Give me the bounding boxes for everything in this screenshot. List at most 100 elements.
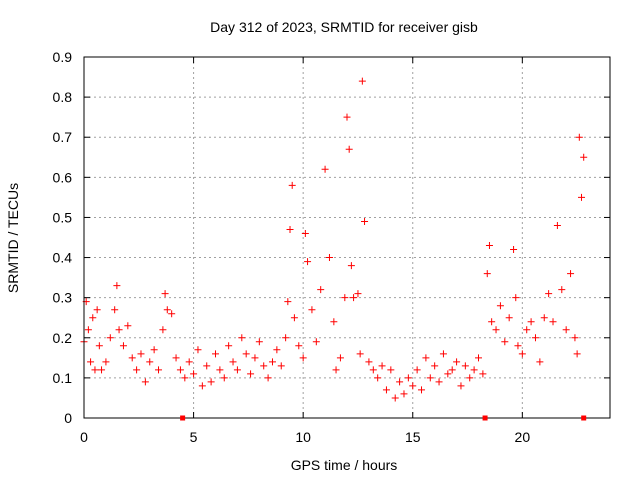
data-point: [106, 334, 114, 342]
data-point: [492, 326, 500, 334]
data-point: [128, 354, 136, 362]
data-point: [413, 366, 421, 374]
data-point: [84, 326, 92, 334]
data-point: [141, 378, 149, 386]
data-point: [242, 350, 250, 358]
x-axis-marker: [180, 415, 186, 421]
data-point: [176, 366, 184, 374]
data-point: [284, 298, 292, 306]
data-point: [435, 378, 443, 386]
data-point: [95, 342, 103, 350]
data-point: [479, 370, 487, 378]
data-point: [374, 374, 382, 382]
data-point: [448, 366, 456, 374]
data-point: [89, 314, 97, 322]
data-point: [216, 366, 224, 374]
data-point: [466, 374, 474, 382]
data-point: [418, 386, 426, 394]
data-point: [91, 366, 99, 374]
data-point: [113, 282, 121, 290]
x-tick-label: 15: [405, 429, 421, 445]
data-point: [571, 334, 579, 342]
data-point: [488, 318, 496, 326]
data-point: [203, 362, 211, 370]
data-point: [523, 326, 531, 334]
data-point: [133, 366, 141, 374]
data-point: [304, 258, 312, 266]
data-point: [268, 358, 276, 366]
data-point: [229, 358, 237, 366]
data-point: [225, 342, 233, 350]
y-tick-label: 0.9: [53, 49, 73, 65]
data-point: [161, 290, 169, 298]
data-point: [277, 362, 285, 370]
data-point: [431, 362, 439, 370]
x-tick-label: 5: [190, 429, 198, 445]
chart-title: Day 312 of 2023, SRMTID for receiver gis…: [210, 19, 478, 35]
data-point: [453, 358, 461, 366]
data-series-srmtid: [80, 77, 588, 402]
data-point: [273, 346, 281, 354]
y-tick-label: 0: [64, 410, 72, 426]
data-point: [483, 270, 491, 278]
data-point: [168, 310, 176, 318]
data-point: [345, 145, 353, 153]
data-point: [336, 354, 344, 362]
data-point: [159, 326, 167, 334]
data-point: [439, 350, 447, 358]
data-point: [260, 362, 268, 370]
data-point: [295, 342, 303, 350]
x-axis-label: GPS time / hours: [291, 457, 398, 473]
data-point: [194, 346, 202, 354]
data-point: [238, 334, 246, 342]
data-point: [247, 370, 255, 378]
data-point: [347, 262, 355, 270]
y-tick-label: 0.7: [53, 129, 73, 145]
y-tick-label: 0.8: [53, 89, 73, 105]
data-point: [150, 346, 158, 354]
data-point: [220, 374, 228, 382]
data-point: [549, 318, 557, 326]
data-point: [330, 318, 338, 326]
data-point: [308, 306, 316, 314]
data-point: [567, 270, 575, 278]
data-point: [312, 338, 320, 346]
data-point: [400, 390, 408, 398]
data-point: [119, 342, 127, 350]
data-point: [102, 358, 110, 366]
y-tick-label: 0.2: [53, 330, 73, 346]
data-point: [93, 306, 101, 314]
data-point: [325, 254, 333, 262]
data-point: [251, 354, 259, 362]
data-point: [361, 217, 369, 225]
x-tick-label: 20: [515, 429, 531, 445]
data-point: [461, 362, 469, 370]
y-tick-label: 0.6: [53, 169, 73, 185]
data-point: [190, 370, 198, 378]
data-point: [286, 225, 294, 233]
data-point: [387, 366, 395, 374]
data-point: [317, 286, 325, 294]
data-point: [510, 246, 518, 254]
data-point: [457, 382, 465, 390]
data-point: [332, 366, 340, 374]
data-point: [255, 338, 263, 346]
data-point: [111, 306, 119, 314]
x-axis-markers: [180, 415, 587, 421]
data-point: [343, 113, 351, 121]
data-point: [155, 366, 163, 374]
data-point: [198, 382, 206, 390]
data-point: [163, 306, 171, 314]
data-point: [146, 358, 154, 366]
data-point: [518, 350, 526, 358]
data-point: [558, 286, 566, 294]
data-point: [288, 181, 296, 189]
data-point: [264, 374, 272, 382]
data-point: [536, 358, 544, 366]
x-axis-marker: [581, 415, 587, 421]
x-axis-marker: [482, 415, 488, 421]
y-tick-label: 0.3: [53, 290, 73, 306]
data-point: [358, 77, 366, 85]
axis-ticks: [83, 56, 610, 419]
